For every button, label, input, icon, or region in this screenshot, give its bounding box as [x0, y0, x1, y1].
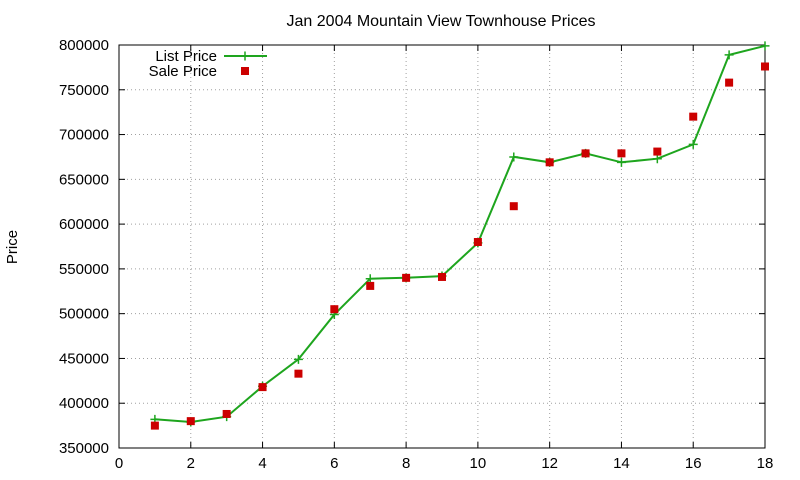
legend-label-sale-price: Sale Price — [149, 63, 217, 80]
y-axis: 350000 400000 450000 500000 550000 600000 6500… — [59, 37, 765, 457]
sale-price-point — [689, 112, 698, 121]
y-tick-label: 800000 — [59, 37, 109, 54]
x-tick-label: 2 — [187, 455, 195, 472]
sale-price-point — [366, 281, 375, 290]
list-price-point — [509, 152, 519, 162]
sale-price-point — [258, 383, 267, 392]
plot-frame — [118, 44, 766, 449]
sale-price-point — [222, 409, 231, 418]
grid — [118, 44, 766, 449]
x-tick-label: 18 — [757, 455, 774, 472]
list-price-point — [652, 154, 662, 164]
list-price-point — [688, 139, 698, 149]
sale-price-point — [473, 238, 482, 247]
x-tick-label: 8 — [402, 455, 410, 472]
y-tick-label: 500000 — [59, 306, 109, 323]
sale-price-point — [545, 158, 554, 167]
sale-price-point — [725, 78, 734, 87]
x-tick-label: 16 — [685, 455, 702, 472]
sale-price-point — [294, 369, 303, 378]
sale-price-point — [617, 149, 626, 158]
x-tick-label: 6 — [330, 455, 338, 472]
list-price-point — [616, 157, 626, 167]
y-tick-label: 650000 — [59, 171, 109, 188]
y-tick-label: 600000 — [59, 216, 109, 233]
list-price-point — [760, 41, 770, 51]
sale-price-point — [402, 273, 411, 282]
y-tick-label: 450000 — [59, 350, 109, 367]
sale-price-point — [186, 417, 195, 426]
legend-marker-list-price — [240, 51, 250, 61]
x-tick-label: 14 — [613, 455, 630, 472]
sale-price-point — [509, 202, 518, 211]
x-tick-label: 4 — [258, 455, 266, 472]
y-tick-label: 750000 — [59, 82, 109, 99]
legend: List Price Sale Price — [149, 48, 267, 80]
sale-price-point — [581, 149, 590, 158]
y-tick-label: 700000 — [59, 127, 109, 144]
y-axis-label: Price — [4, 230, 21, 264]
x-tick-label: 10 — [470, 455, 487, 472]
sale-price-point — [438, 272, 446, 281]
x-tick-label: 12 — [541, 455, 558, 472]
y-tick-label: 550000 — [59, 261, 109, 278]
list-price-point — [724, 50, 734, 60]
x-tick-label: 0 — [115, 455, 123, 472]
chart-title: Jan 2004 Mountain View Townhouse Prices — [287, 13, 596, 30]
list-price-point — [365, 274, 375, 284]
sale-price-point — [330, 305, 339, 314]
list-price-point — [293, 354, 303, 364]
legend-label-list-price: List Price — [155, 48, 217, 65]
sale-price-point — [761, 62, 769, 71]
y-tick-label: 350000 — [59, 440, 109, 457]
y-tick-label: 400000 — [59, 395, 109, 412]
list-price-line — [154, 44, 766, 424]
legend-marker-sale-price — [241, 67, 249, 75]
sale-price-point — [653, 147, 662, 156]
series — [150, 41, 770, 430]
x-axis: 0 2 4 6 8 10 12 14 16 18 — [115, 45, 774, 472]
sale-price-point — [150, 421, 159, 430]
